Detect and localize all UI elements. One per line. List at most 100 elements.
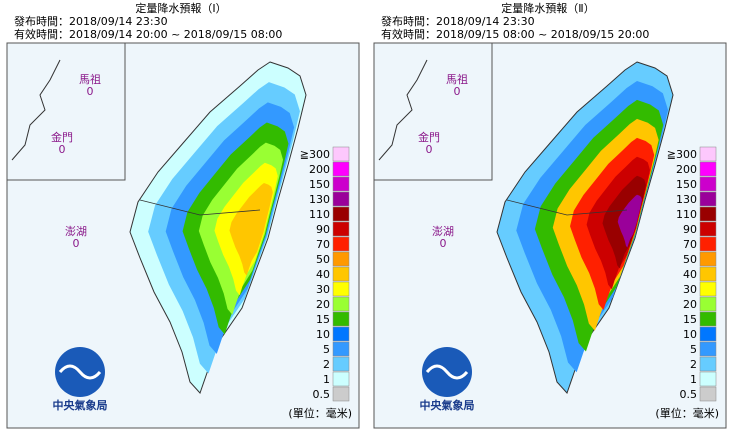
legend-label: 0.5 (313, 388, 331, 401)
legend-label: 70 (683, 238, 697, 251)
legend-label: 90 (683, 223, 697, 236)
island-value: 0 (426, 143, 433, 156)
legend-label: 110 (676, 208, 697, 221)
legend-label: 150 (309, 178, 330, 191)
legend-label: ≧300 (667, 148, 697, 161)
island-name: 澎湖 (432, 225, 454, 238)
panel-title: 定量降水預報（Ⅰ） (135, 1, 226, 15)
legend-label: 50 (316, 253, 330, 266)
valid-time: 有效時間：2018/09/14 20:00 ~ 2018/09/15 08:00 (14, 27, 282, 41)
legend-label: 130 (309, 193, 330, 206)
issue-time: 發布時間：2018/09/14 23:30 (14, 14, 168, 28)
legend-label: 1 (323, 373, 330, 386)
legend-swatch (699, 251, 717, 267)
unit-label: (單位：毫米) (288, 406, 352, 420)
county-lines (506, 199, 628, 216)
legend-swatch (699, 386, 717, 402)
legend-swatch (699, 161, 717, 177)
island-value: 0 (440, 237, 447, 250)
legend-label: 30 (683, 283, 697, 296)
legend-swatch (332, 311, 350, 327)
legend-label: ≧300 (300, 148, 330, 161)
legend-label: 70 (316, 238, 330, 251)
island-value: 0 (59, 143, 66, 156)
logo-swirl (58, 364, 102, 380)
legend-label: 10 (316, 328, 330, 341)
inset-frame (373, 42, 493, 181)
legend-swatch (699, 221, 717, 237)
legend-swatch (332, 146, 350, 162)
island-name: 馬祖 (446, 72, 468, 86)
legend-swatch (699, 311, 717, 327)
legend-swatch (699, 341, 717, 357)
rain-band (229, 182, 273, 276)
valid-time: 有效時間：2018/09/15 08:00 ~ 2018/09/15 20:00 (381, 27, 649, 41)
legend-label: 30 (316, 283, 330, 296)
legend-label: 20 (316, 298, 330, 311)
legend-label: 40 (316, 268, 330, 281)
legend-label: 150 (676, 178, 697, 191)
island-name: 馬祖 (79, 72, 101, 86)
legend-swatch (699, 371, 717, 387)
inset-frame (6, 42, 126, 181)
island-name: 金門 (418, 130, 440, 144)
island-name: 金門 (51, 130, 73, 144)
legend-swatch (332, 386, 350, 402)
legend-label: 40 (683, 268, 697, 281)
legend-label: 0.5 (680, 388, 698, 401)
legend-label: 10 (683, 328, 697, 341)
island-value: 0 (454, 85, 461, 98)
legend-swatch (332, 176, 350, 192)
legend-label: 20 (683, 298, 697, 311)
legend-swatch (332, 191, 350, 207)
issue-time: 發布時間：2018/09/14 23:30 (381, 14, 535, 28)
legend-swatch (332, 341, 350, 357)
legend-swatch (332, 296, 350, 312)
legend-label: 2 (323, 358, 330, 371)
legend-swatch (699, 296, 717, 312)
legend-label: 200 (309, 163, 330, 176)
panel: 定量降水預報（Ⅱ）發布時間：2018/09/14 23:30有效時間：2018/… (373, 1, 727, 429)
legend-swatch (699, 206, 717, 222)
coast (378, 59, 428, 161)
legend-swatch (699, 176, 717, 192)
legend-label: 15 (683, 313, 697, 326)
legend-swatch (699, 281, 717, 297)
legend-swatch (699, 326, 717, 342)
legend-label: 1 (690, 373, 697, 386)
legend-label: 2 (690, 358, 697, 371)
legend-swatch (332, 326, 350, 342)
legend-swatch (332, 266, 350, 282)
county-lines (139, 199, 261, 216)
island-value: 0 (87, 85, 94, 98)
legend-swatch (332, 281, 350, 297)
legend-swatch (699, 146, 717, 162)
unit-label: (單位：毫米) (655, 406, 719, 420)
legend-swatch (332, 371, 350, 387)
legend-label: 130 (676, 193, 697, 206)
logo-text: 中央氣象局 (53, 398, 108, 412)
island-value: 0 (73, 237, 80, 250)
legend-swatch (699, 191, 717, 207)
rain-band (617, 194, 642, 248)
legend-swatch (332, 221, 350, 237)
legend-swatch (332, 206, 350, 222)
legend-swatch (332, 356, 350, 372)
logo-swirl (425, 364, 469, 380)
legend-swatch (332, 236, 350, 252)
legend-label: 15 (316, 313, 330, 326)
legend-label: 5 (323, 343, 330, 356)
legend-swatch (699, 266, 717, 282)
legend-label: 5 (690, 343, 697, 356)
legend-label: 50 (683, 253, 697, 266)
logo-text: 中央氣象局 (420, 398, 475, 412)
legend-swatch (332, 161, 350, 177)
island-name: 澎湖 (65, 225, 87, 238)
legend-label: 200 (676, 163, 697, 176)
legend-swatch (699, 356, 717, 372)
coast (11, 59, 61, 161)
legend-label: 110 (309, 208, 330, 221)
panel-title: 定量降水預報（Ⅱ） (501, 1, 594, 15)
panel: 定量降水預報（Ⅰ）發布時間：2018/09/14 23:30有效時間：2018/… (6, 1, 360, 429)
